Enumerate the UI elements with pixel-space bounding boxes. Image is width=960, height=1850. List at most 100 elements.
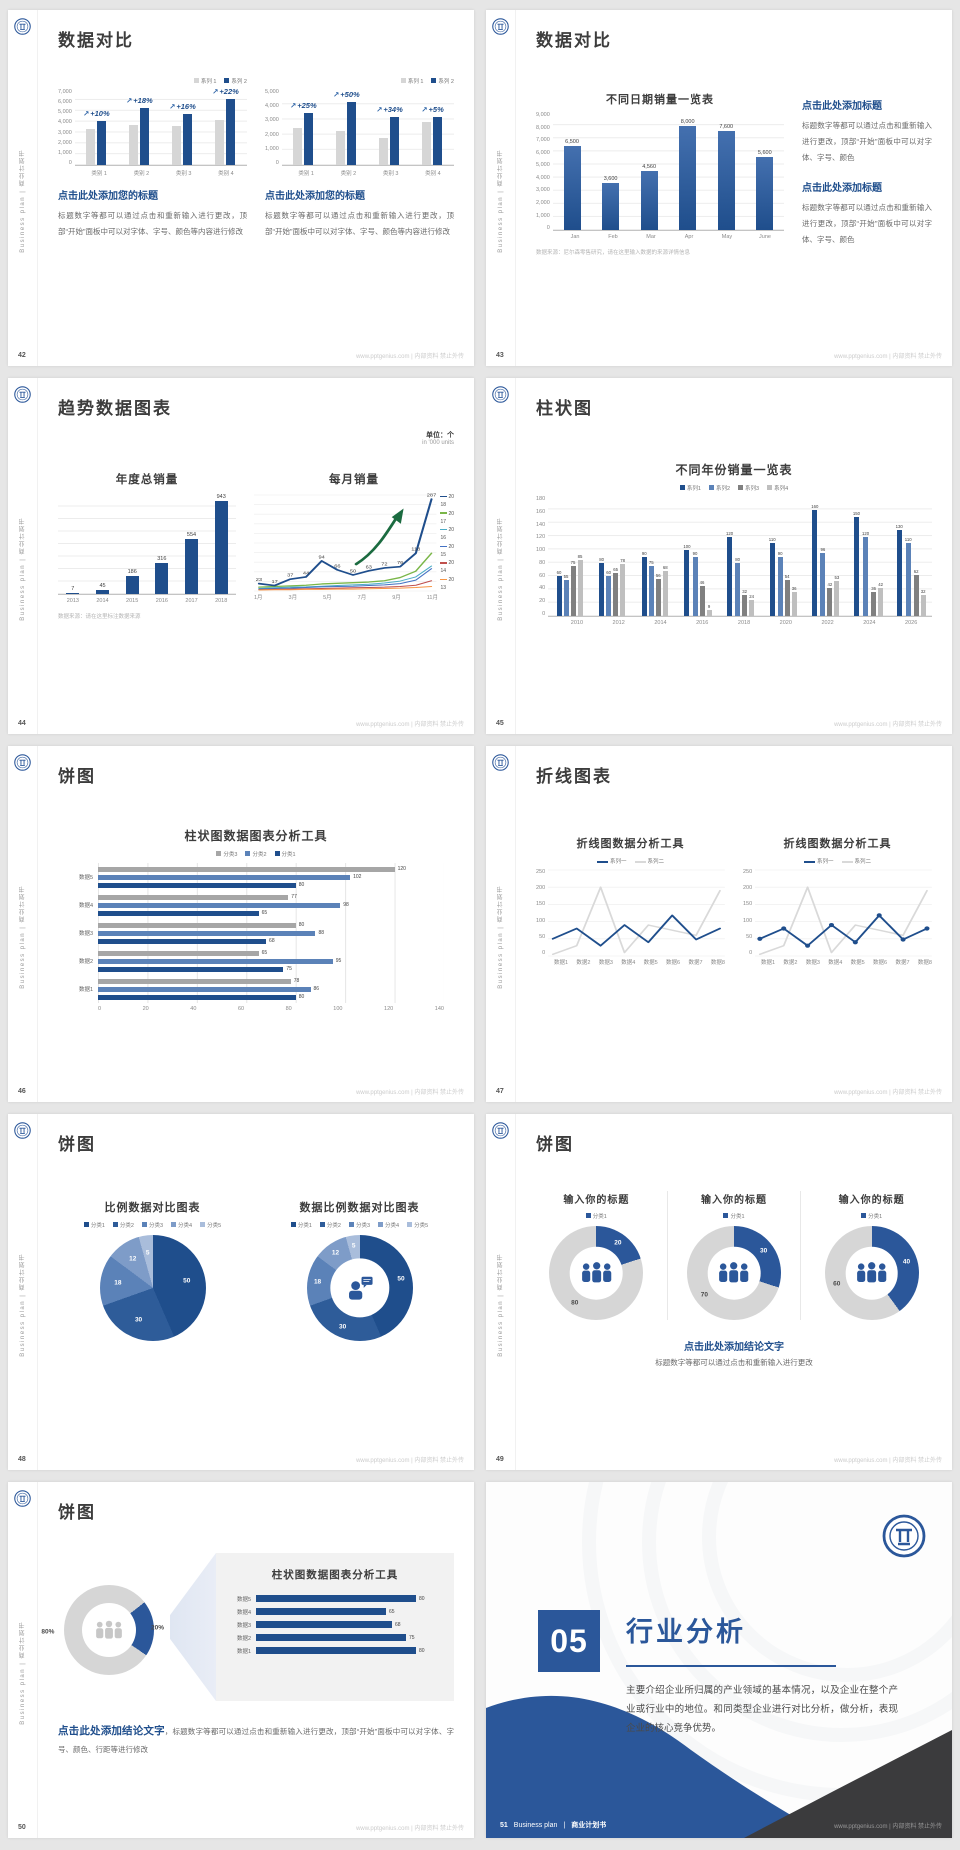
y-axis: 180 160 140 120 100 80 60 40 20 0 — [536, 496, 546, 618]
slide-thumbnail-43[interactable]: Business plan | 商业计划书 数据对比 不同日期销量一览表 9,0… — [486, 10, 952, 366]
slide-thumbnail-51[interactable]: 05 行业分析 主要介绍企业所归属的产业领域的基本情况，以及企业在整个产业或行业… — [486, 1482, 952, 1838]
slide-thumbnail-46[interactable]: Business plan | 商业计划书 饼图 柱状图数据图表分析工具 分类3… — [8, 746, 474, 1102]
bar — [742, 594, 748, 616]
school-badge-icon — [14, 386, 31, 403]
column-chart-compare-left: 系列 1 系列 2 7,000 6,000 5,000 4,000 3,000 2,000 1,… — [58, 77, 247, 177]
slide-thumbnail-48[interactable]: Business plan | 商业计划书 饼图 比例数据对比图表 分类1 分类2… — [8, 1114, 474, 1470]
chart-title: 输入你的标题 — [701, 1195, 767, 1206]
school-badge-icon — [14, 1122, 31, 1139]
bar — [98, 966, 284, 972]
footer-url: www.pptgenius.com | 内部资料 禁止外传 — [834, 1090, 942, 1096]
footer-url: www.pptgenius.com | 内部资料 禁止外传 — [356, 722, 464, 728]
chart-legend: 系列一 系列二 — [536, 857, 725, 865]
slide-footer: 48 www.pptgenius.com | 内部资料 禁止外传 — [18, 1455, 464, 1464]
category-labels: 数据5 数据4 数据3 数据2 数据1 — [236, 1596, 251, 1655]
chart-legend: 分类1 分类2 分类3 分类4 分类5 — [58, 1221, 247, 1229]
school-logo-icon — [14, 1122, 31, 1139]
bar — [871, 592, 877, 616]
growth-arrow-icon: ↗ — [333, 90, 340, 99]
school-badge-icon — [492, 1122, 509, 1139]
bar — [422, 121, 432, 165]
slice-label: 50 — [397, 1275, 405, 1283]
slide-thumbnail-49[interactable]: Business plan | 商业计划书 饼图 输入你的标题 分类1 20 80 … — [486, 1114, 952, 1470]
slide-title: 趋势数据图表 — [58, 399, 172, 418]
legend-swatch — [290, 1222, 296, 1227]
school-badge-icon — [492, 18, 509, 35]
donut-graphic: 40 60 — [824, 1226, 919, 1320]
bar — [256, 1595, 416, 1602]
page-number: 49 — [496, 1456, 504, 1463]
person-chat-icon — [349, 1276, 373, 1300]
chart-legend: 分类3 分类2 分类1 — [68, 850, 444, 858]
footer-url: www.pptgenius.com | 内部资料 禁止外传 — [356, 354, 464, 360]
chart-legend: 系列 1 系列 2 — [265, 77, 454, 85]
plot-area: 6,500 3,600 4,560 8,000 7,600 5,600 — [552, 113, 784, 231]
growth-annotation: ↗+10% — [82, 109, 110, 119]
title-underline — [626, 1665, 836, 1667]
growth-annotation: ↗+22% — [212, 86, 239, 96]
series-end-labels: 20 18 20 17 20 16 20 15 20 14 20 13 — [440, 494, 454, 591]
chart-legend: 系列 1 系列 2 — [58, 77, 247, 85]
sidebar-vertical-text: Business plan | 商业计划书 — [20, 148, 26, 253]
slide-thumbnail-45[interactable]: Business plan | 商业计划书 柱状图 不同年份销量一览表 系列1 系… — [486, 378, 952, 734]
x-axis-labels: 数据1 数据2 数据3 数据4 数据5 数据6 数据7 数据8 — [761, 960, 932, 966]
footer-url: www.pptgenius.com | 内部资料 禁止外传 — [356, 1826, 464, 1832]
bar — [599, 563, 605, 616]
horizontal-bar-chart-analysis: 分类3 分类2 分类1 数据5 数据4 数据3 数据2 数据1 120 102 80 77 98 65 80… — [68, 850, 444, 1012]
legend-swatch — [224, 78, 230, 83]
growth-arrow-icon: ↗ — [421, 105, 428, 114]
bar — [606, 576, 612, 616]
bar — [66, 593, 80, 594]
slide-sidebar: Business plan | 商业计划书 — [486, 378, 516, 734]
horizontal-bar-chart-panel: 数据5 数据4 数据3 数据2 数据1 80 65 68 75 80 — [230, 1592, 440, 1657]
growth-arrow-icon: ↗ — [126, 96, 133, 106]
bar — [827, 588, 833, 616]
school-logo-icon — [492, 754, 509, 771]
chart-title: 比例数据对比图表 — [104, 1202, 201, 1214]
footer-url: www.pptgenius.com | 内部资料 禁止外传 — [834, 722, 942, 728]
page-number: 51 — [500, 1821, 508, 1829]
slide-thumbnail-50[interactable]: Business plan | 商业计划书 饼图 20% 80% 柱状图数据图表分… — [8, 1482, 474, 1838]
legend-swatch — [861, 1213, 867, 1218]
people-icon — [857, 1262, 887, 1283]
data-source-note: 数据来源：尼尔森零售研究，请在这里输入数据的来源详情信息 — [536, 250, 691, 256]
grouped-column-chart-yearly-sales: 系列1 系列2 系列3 系列4 180 160 140 120 100 80 60 40 20 0 60 55… — [536, 484, 932, 626]
plot-area: 7 45 186 316 554 943 — [58, 494, 236, 595]
chart-title: 数据比例数据对比图表 — [299, 1202, 420, 1214]
growth-annotation: ↗+50% — [333, 90, 360, 99]
school-badge-icon — [14, 18, 31, 35]
bar — [756, 157, 774, 230]
chart-title: 柱状图数据图表分析工具 — [184, 829, 328, 843]
trend-arrow-icon — [354, 516, 398, 566]
people-icon — [96, 1620, 122, 1639]
slice-label: 80 — [571, 1299, 579, 1307]
chart-title: 折线图数据分析工具 — [783, 838, 892, 850]
legend-swatch — [245, 851, 251, 856]
slide-thumbnail-42[interactable]: Business plan | 商业计划书 数据对比 系列 1 系列 2 7,000… — [8, 10, 474, 366]
school-badge-icon — [14, 754, 31, 771]
bar — [129, 125, 139, 165]
footer-url: www.pptgenius.com | 内部资料 禁止外传 — [356, 1458, 464, 1464]
svg-text:66: 66 — [334, 564, 340, 569]
svg-text:72: 72 — [381, 562, 387, 567]
block-body: 标题数字等都可以通过点击和重新输入进行更改，顶部“开始”面板中可以对字体、字号、… — [265, 211, 454, 236]
slide-footer: 51 Business plan | 商业计划书 — [500, 1820, 606, 1830]
block-heading: 点击此处添加您的标题 — [58, 191, 158, 202]
chart-title: 年度总销量 — [115, 474, 179, 486]
slide-sidebar: Business plan | 商业计划书 — [8, 1482, 38, 1838]
bar — [692, 556, 698, 616]
donut-chart-30: 分类1 30 70 — [674, 1212, 795, 1320]
bar — [769, 543, 775, 616]
slide-footer: 46 www.pptgenius.com | 内部资料 禁止外传 — [18, 1087, 464, 1096]
slice-label: 5 — [145, 1249, 150, 1257]
slide-footer: 50 www.pptgenius.com | 内部资料 禁止外传 — [18, 1823, 464, 1832]
slide-thumbnail-47[interactable]: Business plan | 商业计划书 折线图表 折线图数据分析工具 系列一… — [486, 746, 952, 1102]
bar — [563, 145, 581, 230]
slide-thumbnail-44[interactable]: Business plan | 商业计划书 趋势数据图表 单位：个 in '00… — [8, 378, 474, 734]
x-axis-labels: 2010 2012 2014 2016 2018 2020 2022 2024 2026 — [570, 620, 918, 626]
school-badge-icon — [882, 1514, 926, 1558]
page-number: 43 — [496, 352, 504, 359]
y-axis: 250 200 150 100 50 0 — [536, 869, 546, 957]
bar — [735, 563, 741, 616]
slide-sidebar: Business plan | 商业计划书 — [486, 10, 516, 366]
